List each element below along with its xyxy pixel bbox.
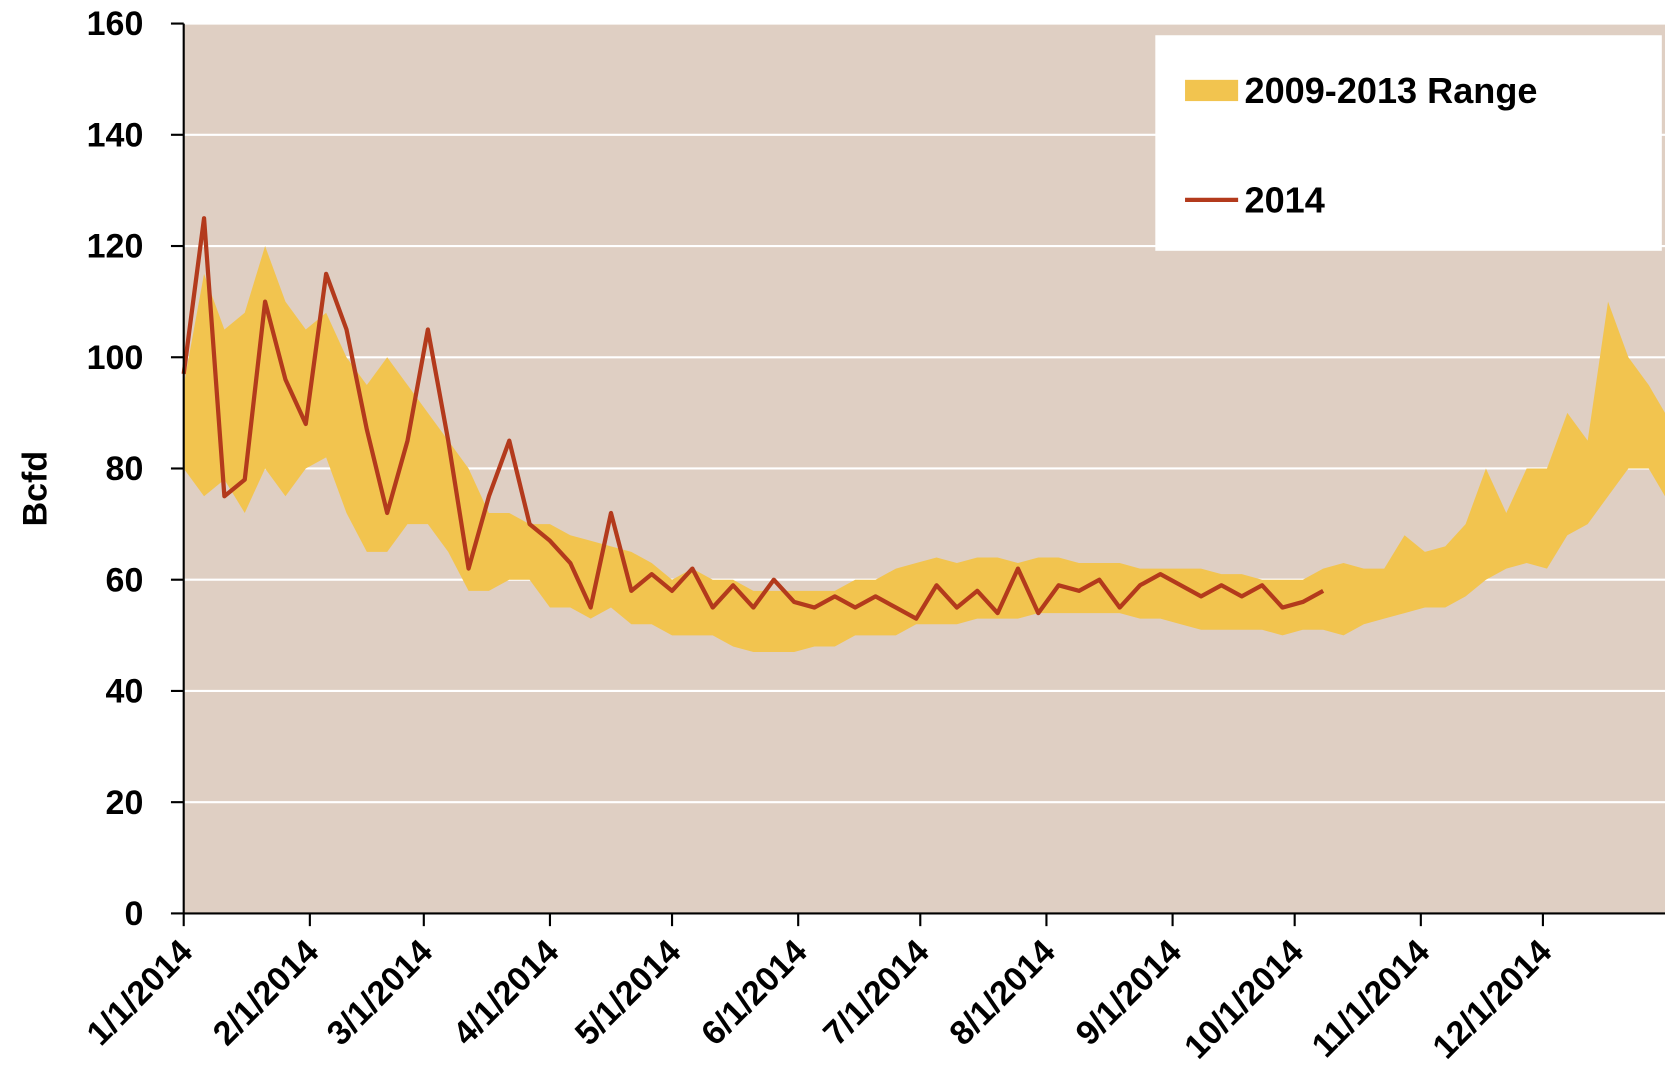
y-tick-label: 140: [87, 116, 144, 154]
y-axis-label: Bcfd: [17, 451, 55, 526]
x-tick-label: 6/1/2014: [694, 932, 814, 1052]
line: [181, 216, 1325, 621]
x-tick-label: 10/1/2014: [1177, 932, 1311, 1066]
legend-box: [1155, 35, 1662, 251]
y-tick-label: 60: [106, 561, 144, 599]
x-tick-label: 2/1/2014: [206, 932, 326, 1052]
legend-label: 2009-2013 Range: [1245, 70, 1538, 111]
x-tick-label: 5/1/2014: [568, 932, 688, 1052]
x-tick-label: 4/1/2014: [446, 932, 566, 1052]
x-tick-label: 11/1/2014: [1305, 932, 1437, 1064]
legend-label: 2014: [1245, 180, 1325, 221]
y-tick-label: 20: [106, 784, 144, 822]
y-tick-label: 160: [87, 5, 144, 43]
x-tick-label: 3/1/2014: [320, 932, 440, 1052]
y-tick-label: 80: [106, 450, 144, 488]
y-tick-label: 120: [87, 228, 144, 266]
y-tick-label: 40: [106, 673, 144, 711]
x-tick-label: 12/1/2014: [1425, 932, 1559, 1066]
range-band: [183, 246, 1665, 653]
x-tick-label: 1/1/2014: [80, 932, 200, 1052]
x-tick-label: 8/1/2014: [942, 932, 1062, 1052]
x-tick-label: 9/1/2014: [1068, 932, 1188, 1052]
y-tick-label: 0: [124, 895, 143, 933]
x-tick-label: 7/1/2014: [816, 932, 936, 1052]
legend-swatch: [1185, 79, 1239, 102]
y-tick-label: 100: [87, 339, 144, 377]
